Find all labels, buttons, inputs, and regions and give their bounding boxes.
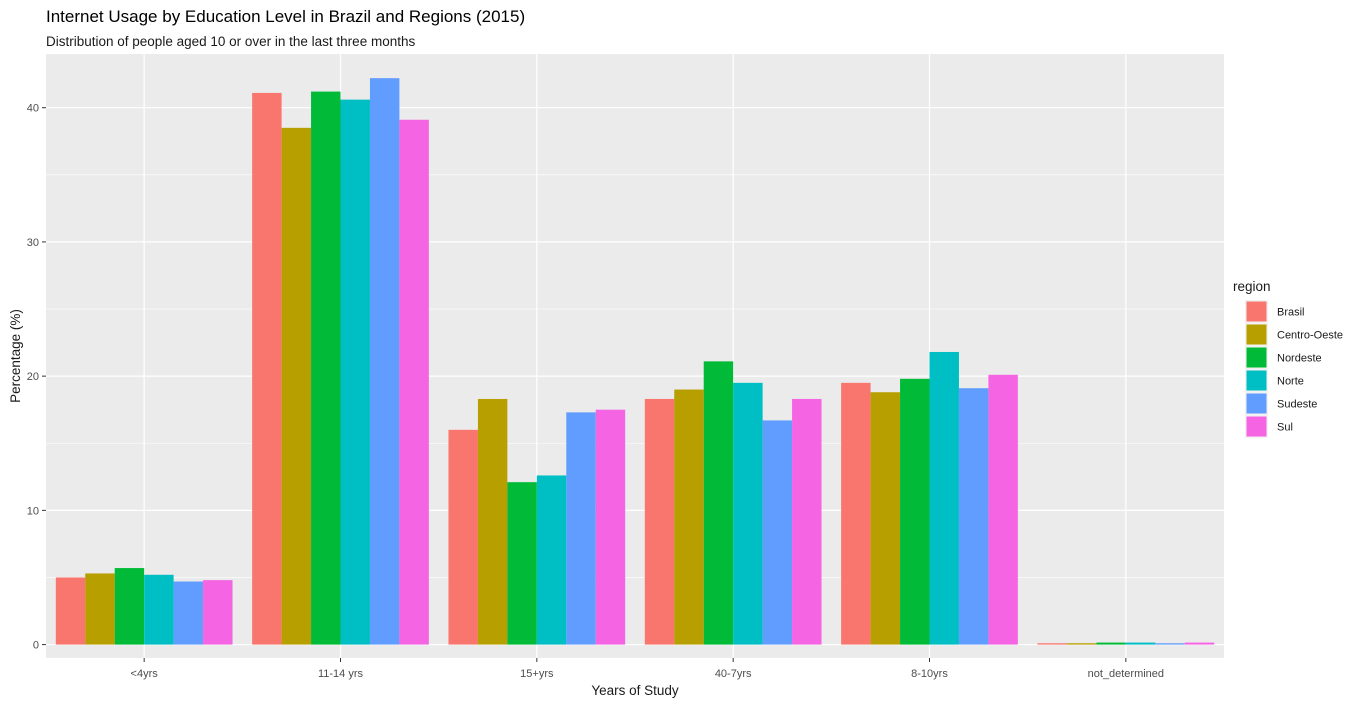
- bar: [900, 378, 930, 645]
- y-tick-label: 0: [33, 640, 39, 652]
- x-tick-label: 15+yrs: [520, 668, 554, 680]
- legend-label: Nordeste: [1277, 353, 1322, 365]
- bar: [733, 382, 763, 645]
- bar: [252, 92, 282, 645]
- bar: [988, 374, 1018, 645]
- bar: [281, 127, 312, 645]
- bar: [792, 398, 822, 645]
- bar: [1155, 643, 1185, 645]
- y-tick-label: 40: [27, 103, 39, 115]
- x-tick-label: not_determined: [1088, 668, 1164, 680]
- bars: [55, 78, 1215, 645]
- bar: [448, 429, 478, 645]
- legend-key: [1246, 347, 1267, 368]
- bar: [340, 99, 370, 645]
- x-tick-label: 40-7yrs: [715, 668, 752, 680]
- bar: [477, 398, 508, 645]
- x-axis: <4yrs 11-14 yrs 15+yrs 40-7yrs 8-10yrs not_de…: [131, 658, 1164, 680]
- x-tick-label: <4yrs: [131, 668, 159, 680]
- y-tick-label: 30: [27, 237, 39, 249]
- x-axis-title: Years of Study: [591, 683, 679, 698]
- bar: [507, 482, 537, 645]
- x-tick-label: 11-14 yrs: [318, 668, 364, 680]
- bar: [1096, 642, 1126, 645]
- legend-label: Sul: [1277, 422, 1293, 434]
- bar: [929, 351, 959, 645]
- legend-key: [1246, 393, 1267, 414]
- x-tick-label: 8-10yrs: [911, 668, 948, 680]
- y-tick-label: 10: [27, 505, 39, 517]
- chart-title: Internet Usage by Education Level in Bra…: [46, 7, 525, 26]
- chart-subtitle: Distribution of people aged 10 or over i…: [46, 34, 415, 49]
- bar: [144, 574, 174, 645]
- bar: [762, 420, 793, 645]
- bar: [958, 388, 989, 645]
- legend-key: [1246, 324, 1267, 345]
- bar: [1125, 642, 1156, 645]
- legend-label: Norte: [1277, 376, 1304, 388]
- legend-key: [1246, 370, 1267, 391]
- y-axis: 0 10 20 30 40: [27, 103, 46, 652]
- bar: [369, 78, 400, 645]
- bar: [703, 361, 734, 645]
- bar: [203, 580, 233, 645]
- bar: [1037, 643, 1067, 645]
- legend-label: Sudeste: [1277, 399, 1317, 411]
- bar: [1184, 642, 1215, 645]
- bar: [114, 568, 145, 645]
- legend-key: [1246, 301, 1267, 322]
- bar: [644, 398, 675, 645]
- bar: [85, 573, 115, 645]
- bar: [1066, 643, 1097, 645]
- bar: [674, 389, 704, 645]
- y-axis-title: Percentage (%): [8, 309, 23, 403]
- bar: [841, 382, 871, 645]
- legend-label: Brasil: [1277, 307, 1305, 319]
- bar: [55, 577, 86, 645]
- bar: [536, 475, 567, 645]
- bar: [566, 412, 596, 645]
- bar: [399, 119, 429, 645]
- legend-key: [1246, 416, 1267, 437]
- bar: [173, 581, 204, 645]
- bar: [311, 91, 341, 645]
- legend-title: region: [1233, 279, 1271, 294]
- plot-panel: [46, 54, 1224, 658]
- bar: [870, 392, 901, 645]
- legend: Brasil Centro-Oeste Nordeste Norte Sudeste Su…: [1245, 300, 1343, 438]
- legend-label: Centro-Oeste: [1277, 330, 1343, 342]
- y-tick-label: 20: [27, 371, 39, 383]
- bar: [595, 409, 626, 645]
